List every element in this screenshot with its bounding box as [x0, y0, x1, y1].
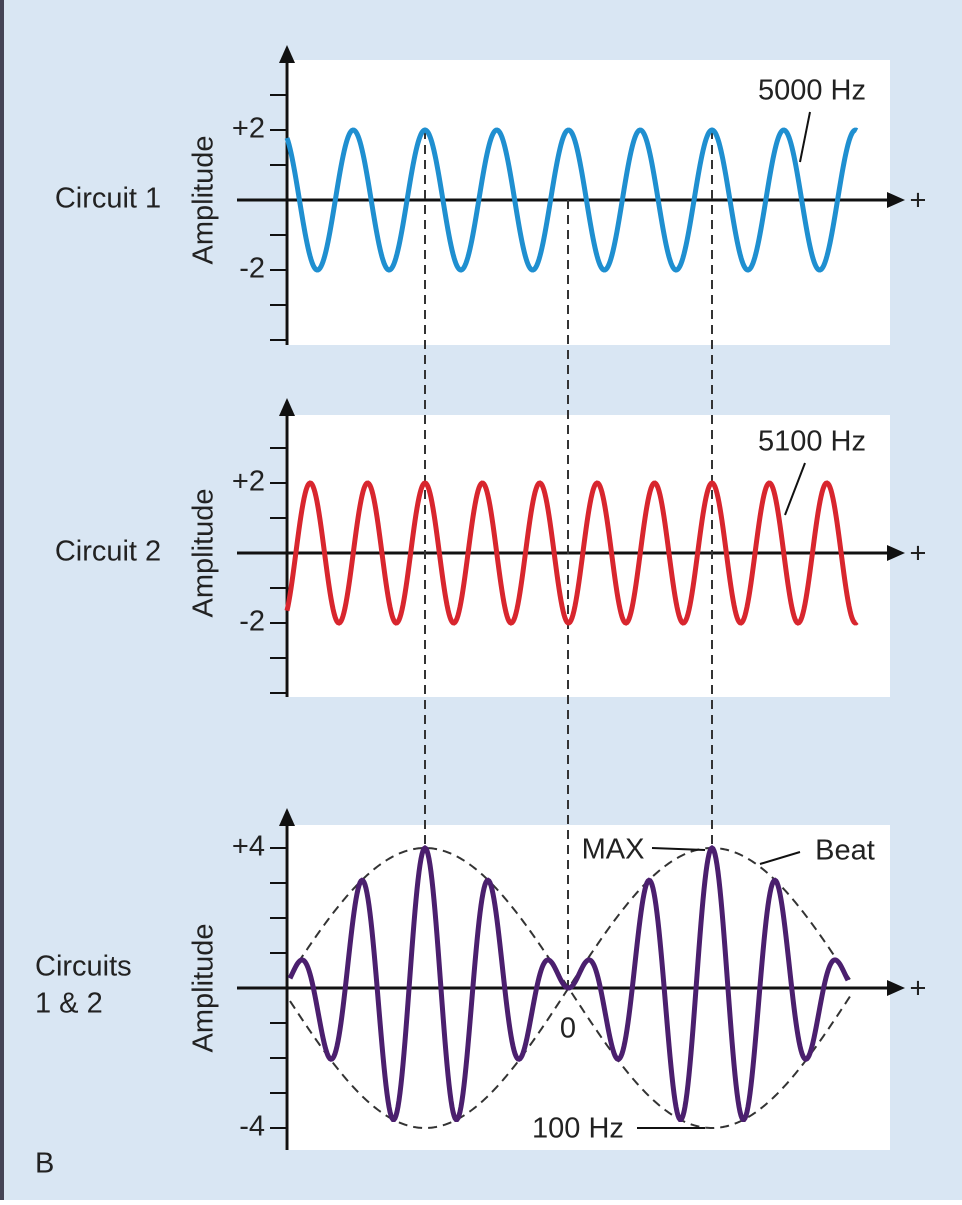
tick-label: -4: [239, 1111, 265, 1143]
panel-label: Circuit 1: [55, 183, 161, 215]
border: [0, 0, 4, 1200]
tick-label: +2: [232, 113, 265, 145]
tick-label: +2: [232, 466, 265, 498]
axis-end-label: +: [910, 185, 927, 217]
arrow: [279, 398, 295, 416]
panel-2: [285, 415, 890, 697]
beat-frequency-label: 100 Hz: [532, 1113, 624, 1145]
arrow: [279, 45, 295, 63]
panel-label: Circuits: [35, 951, 132, 983]
panel-label: 1 & 2: [35, 988, 103, 1020]
axis-end-label: +: [910, 973, 927, 1005]
origin-label: 0: [560, 1013, 576, 1045]
tick-label: -2: [239, 253, 265, 285]
wave-5000: [284, 127, 859, 273]
leader: [651, 847, 706, 851]
leader: [784, 462, 806, 516]
arrow: [887, 980, 905, 996]
leader: [759, 851, 801, 865]
wave-sum: [287, 844, 851, 1123]
arrow: [887, 192, 905, 208]
beat-label: Beat: [815, 835, 875, 867]
max-label: MAX: [582, 834, 645, 866]
axis-label: Amplitude: [188, 924, 220, 1053]
axis-label: Amplitude: [188, 136, 220, 265]
frequency-label: 5100 Hz: [758, 426, 866, 458]
axis-label: Amplitude: [188, 489, 220, 618]
tick-label: -2: [239, 606, 265, 638]
arrow: [887, 545, 905, 561]
arrow: [279, 808, 295, 826]
frequency-label: 5000 Hz: [758, 75, 866, 107]
axis-end-label: +: [910, 538, 927, 570]
tick-label: +4: [232, 831, 265, 863]
panel-label: Circuit 2: [55, 536, 161, 568]
wave-5100: [284, 480, 859, 626]
figure-label: B: [35, 1148, 54, 1180]
leader: [799, 111, 811, 163]
drawing: [237, 45, 905, 1150]
